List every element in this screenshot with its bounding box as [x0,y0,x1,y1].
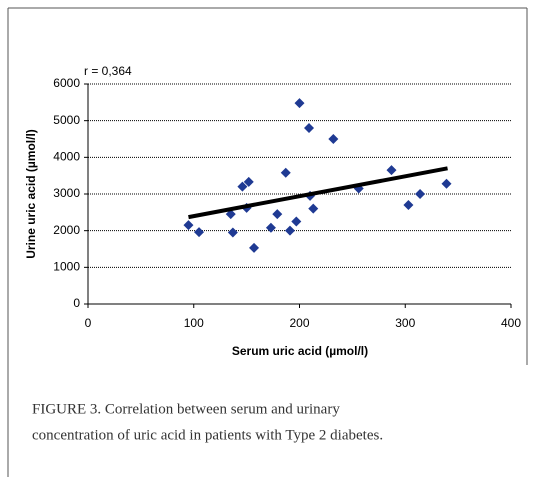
point [265,222,276,233]
point [237,181,248,192]
point [225,209,236,220]
x-tick-label: 100 [184,316,204,330]
point [304,123,315,133]
x-tick-label: 400 [501,316,521,330]
point [194,227,205,238]
y-tick-label: 5000 [53,113,80,127]
y-tick-label: 6000 [53,76,80,90]
point [386,165,397,176]
y-axis-label: Urine uric acid (µmol/l) [24,129,38,259]
point [284,225,295,236]
x-axis-label: Serum uric acid (µmol/l) [232,344,368,358]
point [308,203,319,214]
y-tick-label: 3000 [53,186,80,200]
point [403,200,414,210]
point [183,220,194,231]
point [249,242,260,253]
x-tick-label: 200 [289,316,309,330]
point [243,176,254,187]
point [415,189,426,199]
y-tick-label: 2000 [53,223,80,237]
trend-line [188,166,448,220]
point [280,167,291,178]
annotation: r = 0,364 [84,64,132,78]
point [291,216,302,227]
point [328,134,339,144]
point [441,178,452,189]
caption: concentration of uric acid in patients w… [32,427,383,443]
y-tick-label: 1000 [53,260,80,274]
caption: FIGURE 3. Correlation between serum and … [32,401,340,417]
y-tick-label: 0 [73,296,80,310]
point [294,98,305,109]
y-tick-label: 4000 [53,150,80,164]
point [227,227,238,238]
x-tick-label: 300 [395,316,415,330]
point [272,209,283,220]
x-tick-label: 0 [85,316,92,330]
